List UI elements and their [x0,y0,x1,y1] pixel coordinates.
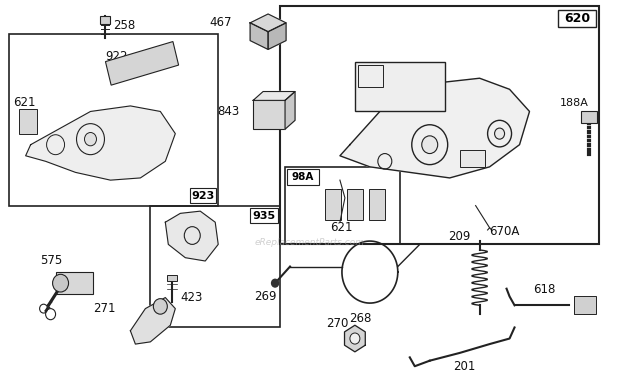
Polygon shape [268,23,286,50]
Text: 670A: 670A [490,225,520,238]
Bar [559,9,596,27]
Polygon shape [25,106,175,180]
Text: 209: 209 [448,230,470,243]
Text: 201: 201 [453,360,476,373]
Text: 269: 269 [254,290,277,303]
Bar [250,208,278,223]
Circle shape [422,136,438,153]
Text: 618: 618 [533,283,556,296]
Bar [325,189,341,220]
Bar [100,16,110,24]
Bar [355,62,445,112]
Bar [459,150,485,167]
Text: 843: 843 [217,105,239,118]
Bar [105,42,179,85]
Text: 923: 923 [192,191,215,201]
Circle shape [272,279,278,287]
Bar [574,296,596,314]
Bar [369,189,385,220]
Text: eReplacementParts.com: eReplacementParts.com [255,238,365,247]
Text: 621: 621 [12,96,35,109]
Bar [19,109,37,133]
Bar [280,6,600,245]
Polygon shape [166,211,218,261]
Circle shape [495,128,505,139]
Text: 922: 922 [105,50,128,63]
Text: 621: 621 [330,221,352,234]
Circle shape [153,299,167,314]
Text: 270: 270 [326,316,348,330]
Circle shape [84,133,97,146]
Circle shape [53,274,69,292]
Text: 258: 258 [113,19,136,32]
Text: 268: 268 [348,312,371,325]
Circle shape [350,333,360,344]
Bar [582,112,597,122]
Bar [358,65,383,87]
Polygon shape [340,78,529,178]
Bar [347,189,363,220]
Bar [285,167,400,245]
Polygon shape [250,14,286,32]
Text: 423: 423 [180,291,203,304]
Text: 935: 935 [252,211,276,221]
Polygon shape [130,297,175,344]
Bar [56,272,94,294]
Bar [190,188,216,203]
Bar [287,169,319,184]
Bar [167,276,177,281]
Bar [253,101,285,129]
Text: 98A: 98A [292,172,314,182]
Polygon shape [250,23,268,50]
Text: 188A: 188A [559,98,588,108]
Text: 620: 620 [564,12,590,25]
Bar [9,34,218,206]
Text: 467: 467 [210,16,232,29]
Text: 575: 575 [40,254,63,268]
Polygon shape [285,91,295,129]
Polygon shape [253,91,295,101]
Polygon shape [345,325,365,352]
Bar [151,206,280,327]
Text: 271: 271 [93,302,115,315]
